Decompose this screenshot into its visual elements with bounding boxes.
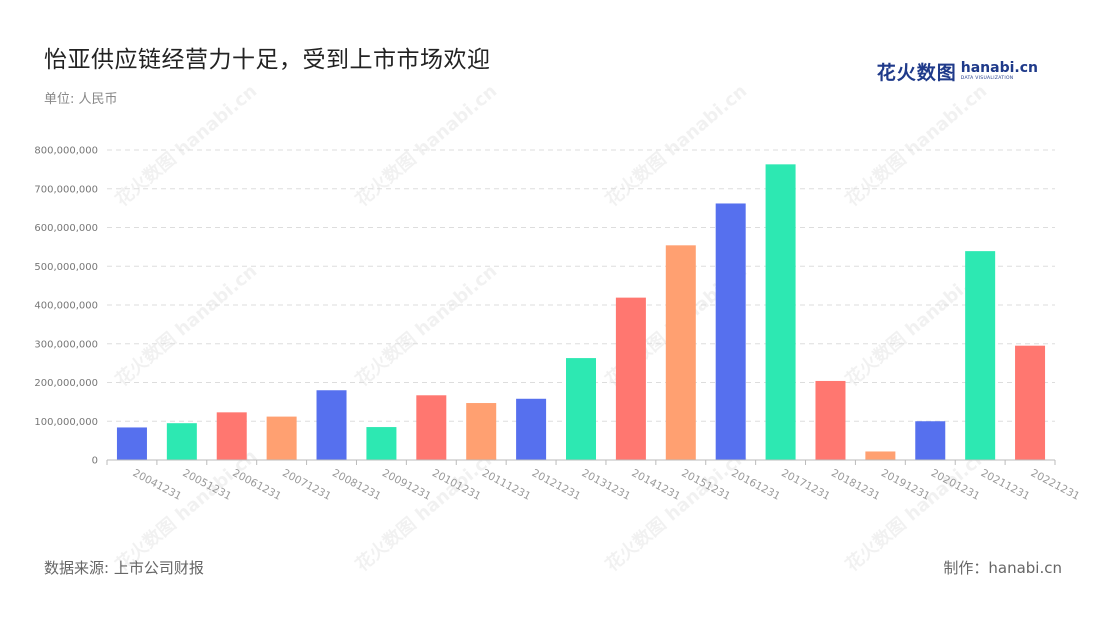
y-tick-label: 500,000,000 xyxy=(34,262,98,273)
y-tick-label: 200,000,000 xyxy=(34,378,98,389)
watermark-text: 花火数图 hanabi.cn xyxy=(601,80,751,211)
bar-20111231 xyxy=(466,403,497,460)
logo-en-block: hanabi.cn DATA VISUALIZATION xyxy=(961,61,1038,82)
x-tick-label: 20061231 xyxy=(230,467,283,503)
bar-20091231 xyxy=(366,427,397,460)
y-tick-label: 700,000,000 xyxy=(34,184,98,195)
x-axis xyxy=(106,459,1056,465)
x-tick-label: 20181231 xyxy=(829,467,882,503)
credit-text: 制作：hanabi.cn xyxy=(943,559,1062,577)
watermark-text: 花火数图 hanabi.cn xyxy=(351,80,501,211)
y-tick-label: 0 xyxy=(92,456,98,467)
watermark-text: 花火数图 hanabi.cn xyxy=(351,260,501,391)
bar-series xyxy=(116,164,1046,460)
bar-20171231 xyxy=(765,164,796,460)
x-tick-label: 20131231 xyxy=(580,467,633,503)
bar-20041231 xyxy=(116,427,147,460)
bar-20211231 xyxy=(965,251,996,460)
x-tick-label: 20081231 xyxy=(330,467,383,503)
y-tick-label: 600,000,000 xyxy=(34,223,98,234)
y-tick-label: 400,000,000 xyxy=(34,301,98,312)
logo-cn-text: 花火数图 xyxy=(876,62,957,84)
logo-en-text: hanabi.cn xyxy=(960,60,1038,77)
bar-20061231 xyxy=(216,412,247,460)
data-source: 数据来源: 上市公司财报 xyxy=(44,559,204,577)
bar-20101231 xyxy=(416,395,447,460)
x-tick-label: 20221231 xyxy=(1029,467,1082,503)
y-axis-ticks: 0 100,000,000 200,000,000 300,000,000 400,00… xyxy=(34,146,98,467)
bar-20151231 xyxy=(665,245,696,460)
x-tick-label: 20211231 xyxy=(979,467,1032,503)
bar-20141231 xyxy=(615,297,646,460)
bar-20131231 xyxy=(566,358,596,460)
bar-20161231 xyxy=(715,203,746,460)
watermark-text: 花火数图 hanabi.cn xyxy=(841,80,991,211)
x-tick-label: 20171231 xyxy=(779,467,832,503)
chart-title: 怡亚供应链经营力十足，受到上市市场欢迎 xyxy=(44,47,491,73)
logo-sub-text: DATA VISUALIZATION xyxy=(960,76,1014,82)
y-tick-label: 300,000,000 xyxy=(34,339,98,350)
grid-lines xyxy=(107,149,1055,422)
y-tick-label: 100,000,000 xyxy=(34,417,98,428)
x-tick-label: 20121231 xyxy=(530,467,583,503)
x-tick-label: 20111231 xyxy=(480,467,533,503)
watermark-text: 花火数图 hanabi.cn xyxy=(111,80,261,211)
watermark-text: 花火数图 hanabi.cn xyxy=(351,445,501,576)
y-tick-label: 800,000,000 xyxy=(34,146,98,157)
x-tick-label: 20141231 xyxy=(629,467,682,503)
x-tick-label: 20071231 xyxy=(280,467,333,503)
unit-label: 单位: 人民币 xyxy=(44,92,118,107)
x-tick-label: 20091231 xyxy=(380,467,433,503)
watermark-text: 花火数图 hanabi.cn xyxy=(601,445,751,576)
watermark-text: 花火数图 hanabi.cn xyxy=(111,260,261,391)
bar-20221231 xyxy=(1015,345,1046,460)
brand-logo: 花火数图 hanabi.cn DATA VISUALIZATION xyxy=(877,58,1038,85)
bar-20121231 xyxy=(516,398,547,460)
bar-20181231 xyxy=(815,380,846,460)
bar-20071231 xyxy=(266,416,297,460)
x-tick-label: 20161231 xyxy=(729,467,782,503)
bar-20191231 xyxy=(865,451,896,460)
bar-20051231 xyxy=(166,423,197,460)
bar-20201231 xyxy=(915,421,946,460)
x-tick-label: 20041231 xyxy=(131,467,184,503)
watermark-layer: 花火数图 hanabi.cn 花火数图 hanabi.cn 花火数图 hanabi.… xyxy=(111,80,991,576)
x-tick-label: 20191231 xyxy=(879,467,932,503)
bar-20081231 xyxy=(316,390,347,460)
